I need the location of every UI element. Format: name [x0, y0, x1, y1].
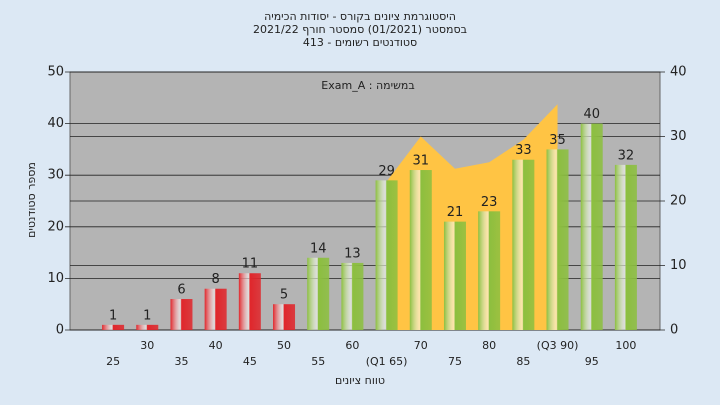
y-tick-label: 40 [47, 116, 64, 131]
x-tick-label: 25 [106, 355, 120, 368]
bar [102, 324, 125, 330]
y-tick-label: 20 [47, 219, 64, 234]
data-label: 5 [280, 288, 288, 303]
bar [546, 149, 569, 330]
bar [443, 221, 466, 330]
x-tick-label: (Q1 65) [366, 355, 408, 368]
x-tick-label: 45 [243, 355, 257, 368]
x-tick-label: 85 [516, 355, 530, 368]
bar [478, 211, 501, 330]
bar [580, 123, 603, 330]
chart-subtitle: סטודנטים רשומים - 413 [303, 36, 417, 49]
data-label: 11 [242, 257, 259, 272]
y-tick-label: 0 [56, 323, 64, 338]
data-label: 14 [310, 241, 327, 256]
bar [409, 170, 432, 330]
bar [238, 273, 261, 330]
data-label: 1 [143, 308, 151, 323]
y2-tick-label: 20 [670, 194, 687, 209]
data-label: 21 [447, 205, 464, 220]
x-tick-label: 30 [140, 339, 154, 352]
y2-tick-label: 0 [670, 323, 678, 338]
y-tick-label: 30 [47, 168, 64, 183]
data-label: 33 [515, 143, 532, 158]
data-label: 32 [618, 148, 635, 163]
x-tick-label: 95 [585, 355, 599, 368]
bar [204, 288, 227, 330]
x-tick-label: 40 [209, 339, 223, 352]
x-tick-label: 35 [174, 355, 188, 368]
y-tick-label: 10 [47, 271, 64, 286]
data-label: 13 [344, 246, 361, 261]
data-label: 35 [549, 133, 566, 148]
chart-title: היסטוגרמת ציונים בקורס - יסודות הכימיה [264, 10, 456, 23]
x-axis-label: טווח ציונים [335, 374, 385, 387]
x-tick-label: 70 [414, 339, 428, 352]
x-tick-label: 100 [615, 339, 636, 352]
x-tick-label: (Q3 90) [537, 339, 579, 352]
data-label: 31 [413, 154, 430, 169]
x-tick-label: 75 [448, 355, 462, 368]
data-label: 6 [177, 283, 185, 298]
y2-tick-label: 10 [670, 258, 687, 273]
bar [375, 180, 398, 330]
bar [341, 262, 364, 330]
data-label: 23 [481, 195, 498, 210]
bar [273, 304, 296, 330]
x-tick-label: 60 [345, 339, 359, 352]
x-tick-label: 50 [277, 339, 291, 352]
bar [512, 159, 535, 330]
y-axis-label: מספר סטודנטים [25, 162, 38, 238]
x-tick-label: 55 [311, 355, 325, 368]
x-tick-label: 80 [482, 339, 496, 352]
bar [170, 299, 193, 330]
bar [136, 324, 159, 330]
data-label: 1 [109, 308, 117, 323]
y2-tick-label: 30 [670, 129, 687, 144]
y2-tick-label: 40 [670, 65, 687, 80]
data-label: 29 [378, 164, 395, 179]
bar [614, 164, 637, 330]
data-label: 40 [583, 107, 600, 122]
y-tick-label: 50 [47, 65, 64, 80]
bar [307, 257, 330, 330]
chart-subtitle: בסמסטר (01/2021) סמסטר חורף 2021/22 [253, 23, 467, 36]
annotation: במשימה : Exam_A [321, 79, 414, 92]
data-label: 8 [212, 272, 220, 287]
